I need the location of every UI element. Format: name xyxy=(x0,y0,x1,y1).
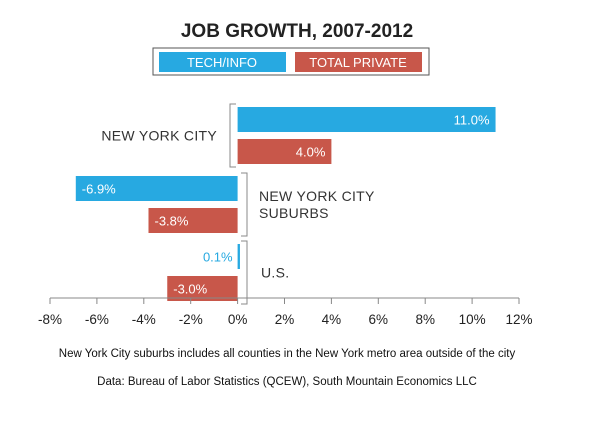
legend-swatch-tech-info xyxy=(159,52,286,72)
x-tick-label: -2% xyxy=(179,312,203,327)
bar-label-tech-info-us: 0.1% xyxy=(203,250,233,265)
x-tick-label: 2% xyxy=(275,312,295,327)
legend-swatch-total-private xyxy=(295,52,422,72)
bar-tech-info-nyc xyxy=(237,107,496,132)
bar-tech-info-suburbs xyxy=(75,176,238,201)
category-bracket-suburbs xyxy=(241,172,248,237)
x-tick-label: -6% xyxy=(85,312,109,327)
source-note: Data: Bureau of Labor Statistics (QCEW),… xyxy=(97,376,477,388)
x-tick-label: 8% xyxy=(415,312,435,327)
category-bracket-nyc xyxy=(229,103,236,168)
x-tick-label: 0% xyxy=(228,312,248,327)
category-label-suburbs-line-2: SUBURBS xyxy=(259,205,329,221)
legend-label-tech-info: TECH/INFO xyxy=(187,55,257,70)
bar-total-private-suburbs xyxy=(148,208,238,233)
x-tick-label: 10% xyxy=(459,312,486,327)
category-label-us: U.S. xyxy=(261,265,289,281)
bar-label-total-private-us: -3.0% xyxy=(173,282,207,297)
bar-label-tech-info-nyc: 11.0% xyxy=(454,113,490,128)
plot-area: 11.0% 4.0% -6.9% -3.8% 0.1% -3.0% NEW YORK CIT… xyxy=(38,103,533,327)
x-tick-label: 6% xyxy=(369,312,389,327)
bar-total-private-us xyxy=(167,276,238,301)
legend: TECH/INFO TOTAL PRIVATE xyxy=(152,47,430,76)
bar-label-total-private-nyc: 4.0% xyxy=(296,145,326,160)
category-label-suburbs-line-1: NEW YORK CITY xyxy=(259,188,375,204)
category-bracket-us xyxy=(241,240,248,305)
bar-total-private-nyc xyxy=(237,139,332,164)
category-label-nyc: NEW YORK CITY xyxy=(101,128,217,144)
x-tick-label: 12% xyxy=(505,312,532,327)
chart-title: JOB GROWTH, 2007-2012 xyxy=(181,21,413,42)
suburbs-footnote: New York City suburbs includes all count… xyxy=(59,348,516,360)
x-tick-label: -8% xyxy=(38,312,62,327)
bar-label-total-private-suburbs: -3.8% xyxy=(154,214,188,229)
bar-tech-info-us xyxy=(237,244,240,269)
legend-label-total-private: TOTAL PRIVATE xyxy=(309,55,407,70)
bar-label-tech-info-suburbs: -6.9% xyxy=(82,182,116,197)
x-tick-label: -4% xyxy=(132,312,156,327)
legend-border xyxy=(152,47,430,76)
x-tick-label: 4% xyxy=(322,312,342,327)
